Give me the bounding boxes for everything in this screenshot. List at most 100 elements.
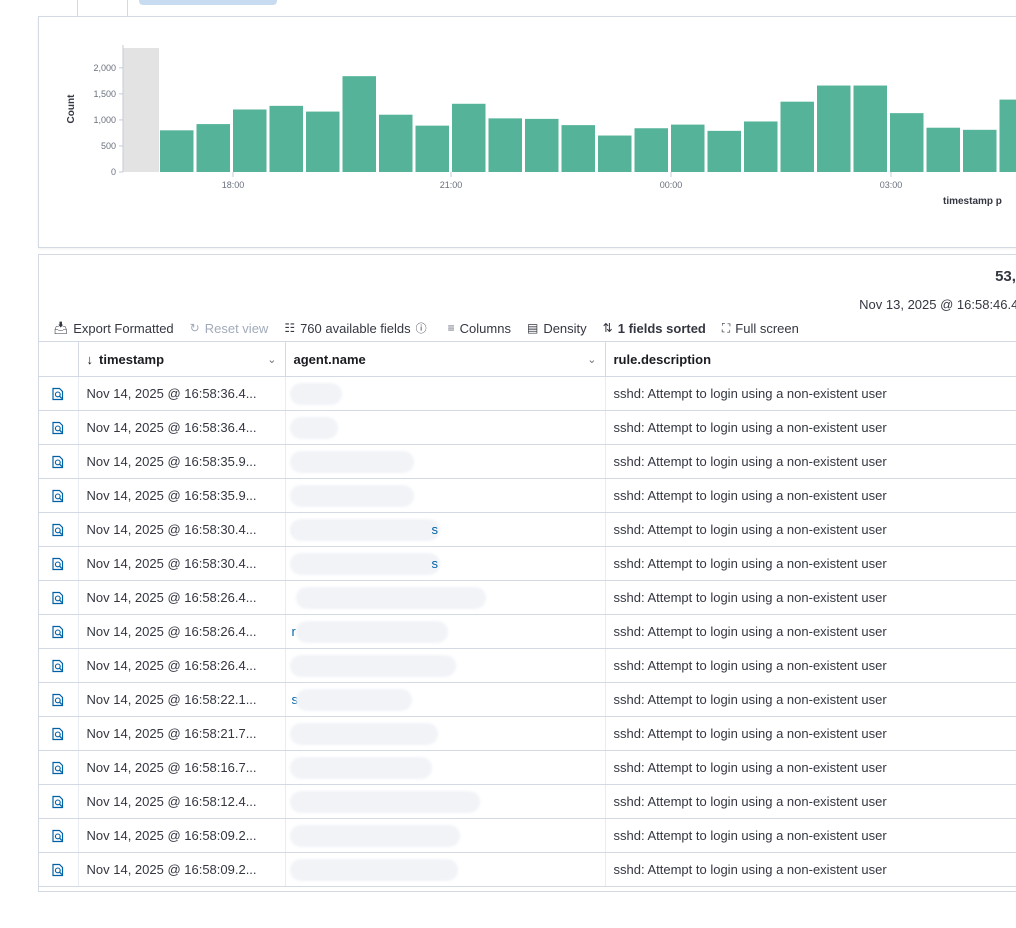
expand-cell[interactable] — [39, 682, 79, 717]
agent-name-cell[interactable] — [285, 784, 606, 819]
expand-document-icon[interactable] — [51, 829, 65, 843]
timestamp-cell[interactable]: Nov 14, 2025 @ 16:58:09.2... — [78, 818, 286, 853]
rule-description-cell[interactable]: sshd: Attempt to login using a non-exist… — [605, 410, 1016, 445]
rule-description-cell[interactable]: sshd: Attempt to login using a non-exist… — [605, 682, 1016, 717]
timestamp-cell[interactable]: Nov 14, 2025 @ 16:58:26.4... — [78, 648, 286, 683]
table-row[interactable]: Nov 14, 2025 @ 16:58:30.4...rssshd: Atte… — [39, 512, 1016, 547]
rule-description-cell[interactable]: sshd: Attempt to login using a non-exist… — [605, 546, 1016, 581]
rule-description-cell[interactable]: sshd: Attempt to login using a non-exist… — [605, 376, 1016, 411]
expand-cell[interactable] — [39, 852, 79, 887]
agent-name-cell[interactable] — [285, 410, 606, 445]
agent-name-cell[interactable] — [285, 444, 606, 479]
timestamp-cell[interactable]: Nov 14, 2025 @ 16:58:21.7... — [78, 716, 286, 751]
timestamp-cell[interactable]: Nov 14, 2025 @ 16:58:35.9... — [78, 478, 286, 513]
expand-document-icon[interactable] — [51, 727, 65, 741]
expand-document-icon[interactable] — [51, 387, 65, 401]
rule-description-cell[interactable]: sshd: Attempt to login using a non-exist… — [605, 444, 1016, 479]
timestamp-cell[interactable]: Nov 14, 2025 @ 16:58:35.9... — [78, 444, 286, 479]
expand-document-icon[interactable] — [51, 523, 65, 537]
agent-name-cell[interactable]: s — [285, 682, 606, 717]
expand-cell[interactable] — [39, 716, 79, 751]
table-row[interactable]: Nov 14, 2025 @ 16:58:35.9... sshd: Attemp… — [39, 478, 1016, 513]
timestamp-cell[interactable]: Nov 14, 2025 @ 16:58:12.4... — [78, 784, 286, 819]
agent-name-cell[interactable] — [285, 580, 606, 615]
expand-document-icon[interactable] — [51, 455, 65, 469]
density-button[interactable]: ▤ Density — [527, 321, 587, 336]
timestamp-cell[interactable]: Nov 14, 2025 @ 16:58:22.1... — [78, 682, 286, 717]
rule-description-cell[interactable]: sshd: Attempt to login using a non-exist… — [605, 852, 1016, 887]
timestamp-cell[interactable]: Nov 14, 2025 @ 16:58:30.4... — [78, 512, 286, 547]
column-header-timestamp[interactable]: ↓ timestamp ⌄ — [78, 341, 286, 377]
agent-name-fragment[interactable]: s — [431, 522, 439, 537]
expand-document-icon[interactable] — [51, 863, 65, 877]
expand-cell[interactable] — [39, 750, 79, 785]
expand-cell[interactable] — [39, 580, 79, 615]
agent-name-cell[interactable] — [285, 716, 606, 751]
timestamp-cell[interactable]: Nov 14, 2025 @ 16:58:09.2... — [78, 852, 286, 887]
rule-description-cell[interactable]: sshd: Attempt to login using a non-exist… — [605, 512, 1016, 547]
expand-cell[interactable] — [39, 478, 79, 513]
expand-document-icon[interactable] — [51, 761, 65, 775]
rule-description-cell[interactable]: sshd: Attempt to login using a non-exist… — [605, 784, 1016, 819]
column-header-rule-description[interactable]: rule.description — [605, 341, 1016, 377]
expand-cell[interactable] — [39, 444, 79, 479]
table-row[interactable]: Nov 14, 2025 @ 16:58:26.4... sshd: Attemp… — [39, 648, 1016, 683]
expand-document-icon[interactable] — [51, 693, 65, 707]
table-row[interactable]: Nov 14, 2025 @ 16:58:22.1... s sshd: Attem… — [39, 682, 1016, 717]
available-fields-button[interactable]: ☷ 760 available fields ⓘ — [284, 320, 431, 336]
reset-view-button[interactable]: ↻ Reset view — [190, 321, 269, 336]
table-row[interactable]: Nov 14, 2025 @ 16:58:21.7... sshd: Attemp… — [39, 716, 1016, 751]
expand-document-icon[interactable] — [51, 659, 65, 673]
table-row[interactable]: Nov 14, 2025 @ 16:58:36.4... sshd: Attemp… — [39, 410, 1016, 445]
export-formatted-button[interactable]: 📥︎ Export Formatted — [53, 321, 174, 336]
expand-document-icon[interactable] — [51, 625, 65, 639]
table-row[interactable]: Nov 14, 2025 @ 16:58:16.7... sshd: Attemp… — [39, 750, 1016, 785]
expand-cell[interactable] — [39, 376, 79, 411]
table-row[interactable]: Nov 14, 2025 @ 16:58:12.4... sshd: Attemp… — [39, 784, 1016, 819]
agent-name-cell[interactable] — [285, 852, 606, 887]
table-row[interactable]: Nov 14, 2025 @ 16:58:09.2... sshd: Attemp… — [39, 852, 1016, 887]
expand-cell[interactable] — [39, 410, 79, 445]
rule-description-cell[interactable]: sshd: Attempt to login using a non-exist… — [605, 614, 1016, 649]
rule-description-cell[interactable]: sshd: Attempt to login using a non-exist… — [605, 818, 1016, 853]
agent-name-cell[interactable] — [285, 648, 606, 683]
agent-name-fragment[interactable]: s — [431, 556, 439, 571]
agent-name-cell[interactable] — [285, 376, 606, 411]
agent-name-fragment[interactable]: r — [291, 624, 296, 639]
rule-description-cell[interactable]: sshd: Attempt to login using a non-exist… — [605, 478, 1016, 513]
expand-cell[interactable] — [39, 648, 79, 683]
agent-name-cell[interactable] — [285, 478, 606, 513]
timestamp-cell[interactable]: Nov 14, 2025 @ 16:58:30.4... — [78, 546, 286, 581]
timestamp-cell[interactable]: Nov 14, 2025 @ 16:58:26.4... — [78, 614, 286, 649]
table-row[interactable]: Nov 14, 2025 @ 16:58:26.4... sshd: Attemp… — [39, 580, 1016, 615]
agent-name-fragment[interactable]: s — [291, 692, 299, 707]
expand-cell[interactable] — [39, 512, 79, 547]
sort-fields-button[interactable]: ⇅ 1 fields sorted — [603, 321, 706, 336]
chevron-down-icon[interactable]: ⌄ — [587, 353, 597, 366]
expand-cell[interactable] — [39, 614, 79, 649]
columns-button[interactable]: ≡ Columns — [448, 321, 511, 336]
full-screen-button[interactable]: ⛶ Full screen — [722, 321, 799, 336]
rule-description-cell[interactable]: sshd: Attempt to login using a non-exist… — [605, 750, 1016, 785]
table-row[interactable]: Nov 14, 2025 @ 16:58:26.4... r sshd: Attem… — [39, 614, 1016, 649]
expand-document-icon[interactable] — [51, 421, 65, 435]
column-header-agent-name[interactable]: agent.name ⌄ — [285, 341, 606, 377]
histogram-chart[interactable]: 0 500 1,000 1,500 2,000 Count 18:00 21:00 00:00 0… — [39, 17, 1016, 247]
expand-document-icon[interactable] — [51, 795, 65, 809]
chevron-down-icon[interactable]: ⌄ — [267, 353, 277, 366]
table-row[interactable]: Nov 14, 2025 @ 16:58:30.4... s sshd: Attem… — [39, 546, 1016, 581]
expand-document-icon[interactable] — [51, 489, 65, 503]
expand-document-icon[interactable] — [51, 557, 65, 571]
expand-cell[interactable] — [39, 546, 79, 581]
table-row[interactable]: Nov 14, 2025 @ 16:58:09.2... sshd: Attemp… — [39, 818, 1016, 853]
expand-cell[interactable] — [39, 818, 79, 853]
agent-name-cell[interactable]: s — [285, 546, 606, 581]
expand-document-icon[interactable] — [51, 591, 65, 605]
agent-name-cell[interactable] — [285, 750, 606, 785]
timestamp-cell[interactable]: Nov 14, 2025 @ 16:58:16.7... — [78, 750, 286, 785]
query-pill[interactable] — [139, 0, 277, 5]
agent-name-cell[interactable]: r — [285, 614, 606, 649]
rule-description-cell[interactable]: sshd: Attempt to login using a non-exist… — [605, 716, 1016, 751]
rule-description-cell[interactable]: sshd: Attempt to login using a non-exist… — [605, 580, 1016, 615]
timestamp-cell[interactable]: Nov 14, 2025 @ 16:58:36.4... — [78, 376, 286, 411]
